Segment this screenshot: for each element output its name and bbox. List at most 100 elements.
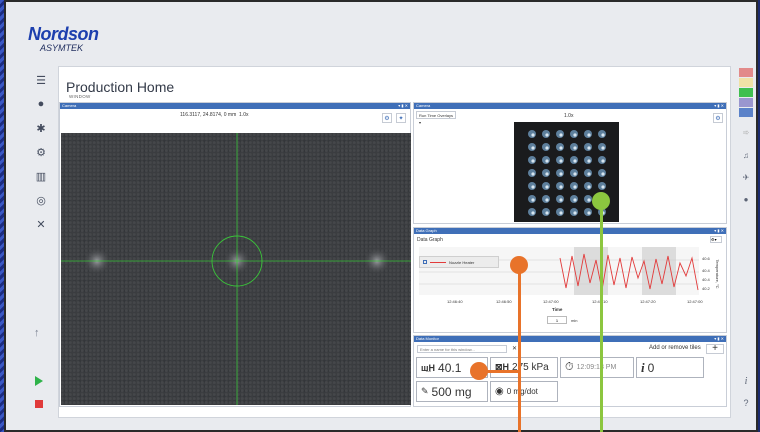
grid-dot-highlight: [587, 198, 591, 202]
monitor-header-label: Data Monitor: [416, 336, 439, 341]
data-graph-pane: Data Graph ▾ ▮ ✕ Data Graph ⚙▾ Temperatur…: [413, 227, 727, 333]
pane-controls[interactable]: ▾ ▮ ✕: [398, 103, 408, 108]
grid-dot-highlight: [573, 211, 577, 215]
pressure-icon: ⊠H: [495, 362, 510, 372]
grid-dot-highlight: [559, 146, 563, 150]
pane-controls[interactable]: ▾ ▮ ✕: [714, 228, 724, 233]
swatch-yellow[interactable]: [739, 78, 753, 87]
tile-dot-weight[interactable]: ◉ 0 mg/dot: [490, 381, 558, 402]
drop-icon[interactable]: ●: [37, 98, 45, 110]
stop-icon[interactable]: [35, 400, 43, 408]
grid-dot-highlight: [545, 159, 549, 163]
tile-info[interactable]: i 0: [636, 357, 704, 378]
tile-value: 275 kPa: [512, 362, 549, 373]
camera-small-pane: Camera ▾ ▮ ✕ Run Time Overlays ▾ 1.0x ⚙: [413, 102, 727, 224]
tile-weight[interactable]: ✎ 500 mg: [416, 381, 488, 402]
logo: Nordson ASYMTEK: [28, 24, 99, 53]
grid-dot-highlight: [559, 133, 563, 137]
y-tick: 40.4: [702, 277, 710, 282]
tile-value: 40.1: [438, 360, 462, 375]
help-icon[interactable]: ?: [743, 398, 749, 408]
camera-small-settings-button[interactable]: ⚙: [713, 113, 723, 123]
callout-orange-dot-2: [470, 362, 488, 380]
swatch-green[interactable]: [739, 88, 753, 97]
grid-dot-highlight: [559, 198, 563, 202]
tools-icon[interactable]: ✕: [36, 218, 46, 231]
camera-coords: 116.3117, 24.8174, 0 mm 1.0x: [180, 112, 248, 118]
grid-dot-highlight: [573, 198, 577, 202]
swatch-red[interactable]: [739, 68, 753, 77]
camera-small-header-label: Camera: [416, 103, 431, 108]
grid-dot-highlight: [573, 159, 577, 163]
grid-dot-highlight: [559, 172, 563, 176]
grid-dot-highlight: [531, 172, 535, 176]
y-tick: 40.6: [702, 256, 710, 261]
grid-dot-highlight: [573, 146, 577, 150]
grid-dot-highlight: [545, 172, 549, 176]
brand-name: Nordson: [28, 24, 99, 44]
robot-icon[interactable]: ✈: [742, 173, 750, 182]
left-nav: ☰ ● ✱ ⚙ ▥ ◎ ✕: [30, 68, 52, 236]
main-window: Production Home WINDOW Camera ▾ ▮ ✕ 116.3…: [58, 66, 731, 418]
up-arrow-icon[interactable]: ↑: [34, 327, 40, 339]
app-frame: Nordson ASYMTEK ☰ ● ✱ ⚙ ▥ ◎ ✕ ↑ Producti…: [4, 0, 758, 432]
callout-green-dot: [592, 192, 610, 210]
tile-value: 500 mg: [431, 384, 472, 399]
camera-focus-button[interactable]: ✦: [396, 113, 406, 123]
swatch-purple[interactable]: [739, 98, 753, 107]
pane-controls[interactable]: ▾ ▮ ✕: [714, 336, 724, 341]
grid-dot-highlight: [559, 185, 563, 189]
swatch-blue[interactable]: [739, 108, 753, 117]
chart-icon[interactable]: ▥: [35, 170, 47, 183]
tile-value: 12:09:13 PM: [576, 364, 617, 371]
clear-name-icon[interactable]: ✕: [512, 346, 518, 352]
camera-header: Camera ▾ ▮ ✕: [60, 103, 410, 109]
camera-small-header: Camera ▾ ▮ ✕: [414, 103, 726, 109]
x-tick: 12:46:40: [447, 299, 463, 304]
tile-value: 0 mg/dot: [506, 387, 538, 396]
stopwatch-icon: ⏱: [565, 361, 574, 373]
grid-dot-highlight: [587, 172, 591, 176]
grid-dot-highlight: [545, 198, 549, 202]
heater-icon: ш̲H: [421, 362, 436, 373]
gear-icon[interactable]: ✱: [36, 122, 46, 135]
dot-grid: [528, 130, 606, 216]
bell-icon[interactable]: ♫: [743, 151, 749, 160]
graph-header: Data Graph ▾ ▮ ✕: [414, 228, 726, 234]
add-tile-button[interactable]: +: [706, 344, 724, 354]
camera-settings-button[interactable]: ⚙: [382, 113, 392, 123]
grid-dot-highlight: [587, 133, 591, 137]
info-icon[interactable]: i: [744, 376, 748, 387]
time-unit: min: [571, 318, 578, 323]
grid-dot-highlight: [573, 185, 577, 189]
overlay-select[interactable]: Run Time Overlays ▾: [416, 111, 456, 125]
play-icon[interactable]: [35, 376, 43, 386]
window-name-input[interactable]: Enter a name for this window...: [417, 345, 507, 353]
time-window-input[interactable]: 1: [547, 316, 567, 324]
graph-options-button[interactable]: ⚙▾: [710, 236, 722, 243]
user-icon[interactable]: ●: [743, 195, 749, 204]
callout-green-line: [600, 200, 603, 432]
wrench-icon[interactable]: ⚙: [36, 146, 46, 159]
monitor-header: Data Monitor ▾ ▮ ✕: [414, 336, 726, 342]
legend-checkbox[interactable]: [423, 260, 427, 264]
graph-legend[interactable]: Nozzle Heater: [419, 256, 499, 268]
grid-dot-highlight: [545, 211, 549, 215]
tile-pressure[interactable]: ⊠H 275 kPa: [490, 357, 558, 378]
grid-dot-highlight: [587, 185, 591, 189]
grid-dot-highlight: [531, 133, 535, 137]
tile-temperature[interactable]: ш̲H 40.1: [416, 357, 488, 378]
arrow-icon[interactable]: ➾: [742, 128, 750, 137]
camera-pane: Camera ▾ ▮ ✕ 116.3117, 24.8174, 0 mm 1.0x…: [59, 102, 411, 407]
nozzle-heater-series: [559, 253, 699, 291]
tile-clock[interactable]: ⏱ 12:09:13 PM: [560, 357, 634, 378]
camera-zoom: 1.0x: [239, 112, 249, 118]
page-subtitle: WINDOW: [69, 94, 91, 99]
camera-image[interactable]: [61, 133, 411, 405]
graph-label: Data Graph: [417, 237, 443, 243]
pane-controls[interactable]: ▾ ▮ ✕: [714, 103, 724, 108]
menu-icon[interactable]: ☰: [36, 74, 46, 87]
database-icon[interactable]: ◎: [36, 194, 46, 207]
grid-dot-highlight: [587, 211, 591, 215]
grid-dot-highlight: [601, 172, 605, 176]
